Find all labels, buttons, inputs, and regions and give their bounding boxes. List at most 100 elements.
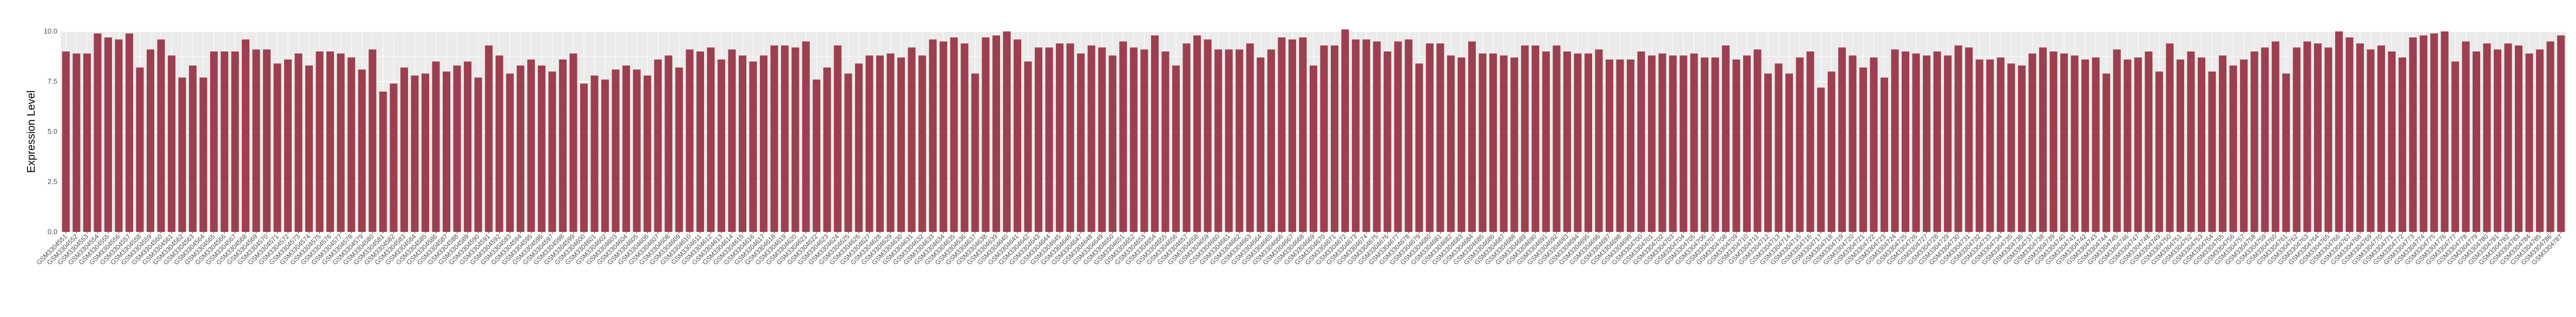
y-tick-label: 2.5 (48, 178, 57, 186)
bar (136, 67, 144, 232)
bar (622, 65, 630, 232)
bar (1404, 39, 1412, 232)
bar (760, 55, 768, 232)
bar (1204, 39, 1212, 232)
bar (2282, 73, 2290, 232)
bar (1066, 43, 1074, 232)
bar (506, 73, 514, 232)
bar (950, 37, 958, 232)
bar (189, 65, 197, 232)
bar (1700, 57, 1708, 232)
bar (548, 72, 556, 232)
bar (337, 53, 345, 232)
bar (2071, 55, 2079, 232)
bar (1521, 45, 1529, 232)
bar (1151, 35, 1159, 232)
bar (2525, 53, 2533, 232)
bar (717, 59, 726, 232)
bar (1690, 53, 1698, 232)
bar (1721, 45, 1730, 232)
bar (115, 39, 123, 232)
bar (2388, 51, 2396, 232)
bar (2145, 51, 2153, 232)
bar (1024, 61, 1032, 232)
bar (2356, 43, 2364, 232)
bar (1785, 73, 1793, 232)
bar (665, 55, 673, 232)
bar (305, 65, 313, 232)
bar (1003, 31, 1011, 232)
bar (1035, 47, 1043, 232)
bar (1172, 65, 1180, 232)
bar (2166, 43, 2174, 232)
bar (855, 63, 863, 232)
bar (464, 61, 472, 232)
bar (2219, 55, 2227, 232)
bar (432, 61, 440, 232)
bar (73, 53, 81, 232)
bar (939, 41, 948, 232)
bar (2398, 57, 2407, 232)
bar (707, 47, 715, 232)
bar (421, 73, 430, 232)
bar (812, 79, 820, 232)
bar (2197, 57, 2206, 232)
bar (1637, 51, 1645, 232)
bar (210, 51, 218, 232)
bar (1225, 49, 1233, 232)
bar (104, 37, 112, 232)
bar (1257, 57, 1265, 232)
bar (262, 49, 271, 232)
bar (527, 59, 535, 232)
bar (1859, 67, 1867, 232)
y-tick-label: 7.5 (48, 77, 57, 86)
bar (453, 65, 461, 232)
bar (1320, 45, 1328, 232)
bar (326, 51, 334, 232)
bar (294, 53, 303, 232)
bar (1352, 39, 1360, 232)
bar (241, 39, 249, 232)
bar (252, 49, 260, 232)
bar (897, 57, 905, 232)
bar (2303, 41, 2311, 232)
bar (1923, 55, 1931, 232)
bar (2536, 49, 2544, 232)
bar (199, 77, 207, 232)
bar (2409, 37, 2417, 232)
bar (802, 41, 810, 232)
bar (1743, 55, 1751, 232)
bar (1267, 49, 1275, 232)
y-tick-label: 10.0 (44, 27, 57, 35)
bar (749, 61, 757, 232)
bar (178, 77, 186, 232)
bar (696, 51, 704, 232)
bar (1013, 39, 1022, 232)
bar (1341, 29, 1349, 232)
bar (1457, 57, 1466, 232)
bar (1933, 51, 1941, 232)
bar (2155, 72, 2163, 232)
bar (168, 55, 176, 232)
bar (918, 55, 926, 232)
bar (147, 49, 155, 232)
bar (2377, 45, 2386, 232)
bar (1161, 51, 1169, 232)
bar (1828, 72, 1836, 232)
bar (1975, 59, 1983, 232)
bar (443, 72, 451, 232)
bar (1362, 39, 1370, 232)
bar (1605, 59, 1614, 232)
bar (2018, 65, 2026, 232)
bar (1468, 41, 1476, 232)
bar (929, 39, 937, 232)
bar (2060, 53, 2068, 232)
bar (1436, 43, 1444, 232)
bar (2314, 43, 2322, 232)
bar (1087, 45, 1095, 232)
bar (1764, 73, 1772, 232)
bar (558, 59, 567, 232)
bar (400, 67, 408, 232)
bar (1627, 59, 1635, 232)
